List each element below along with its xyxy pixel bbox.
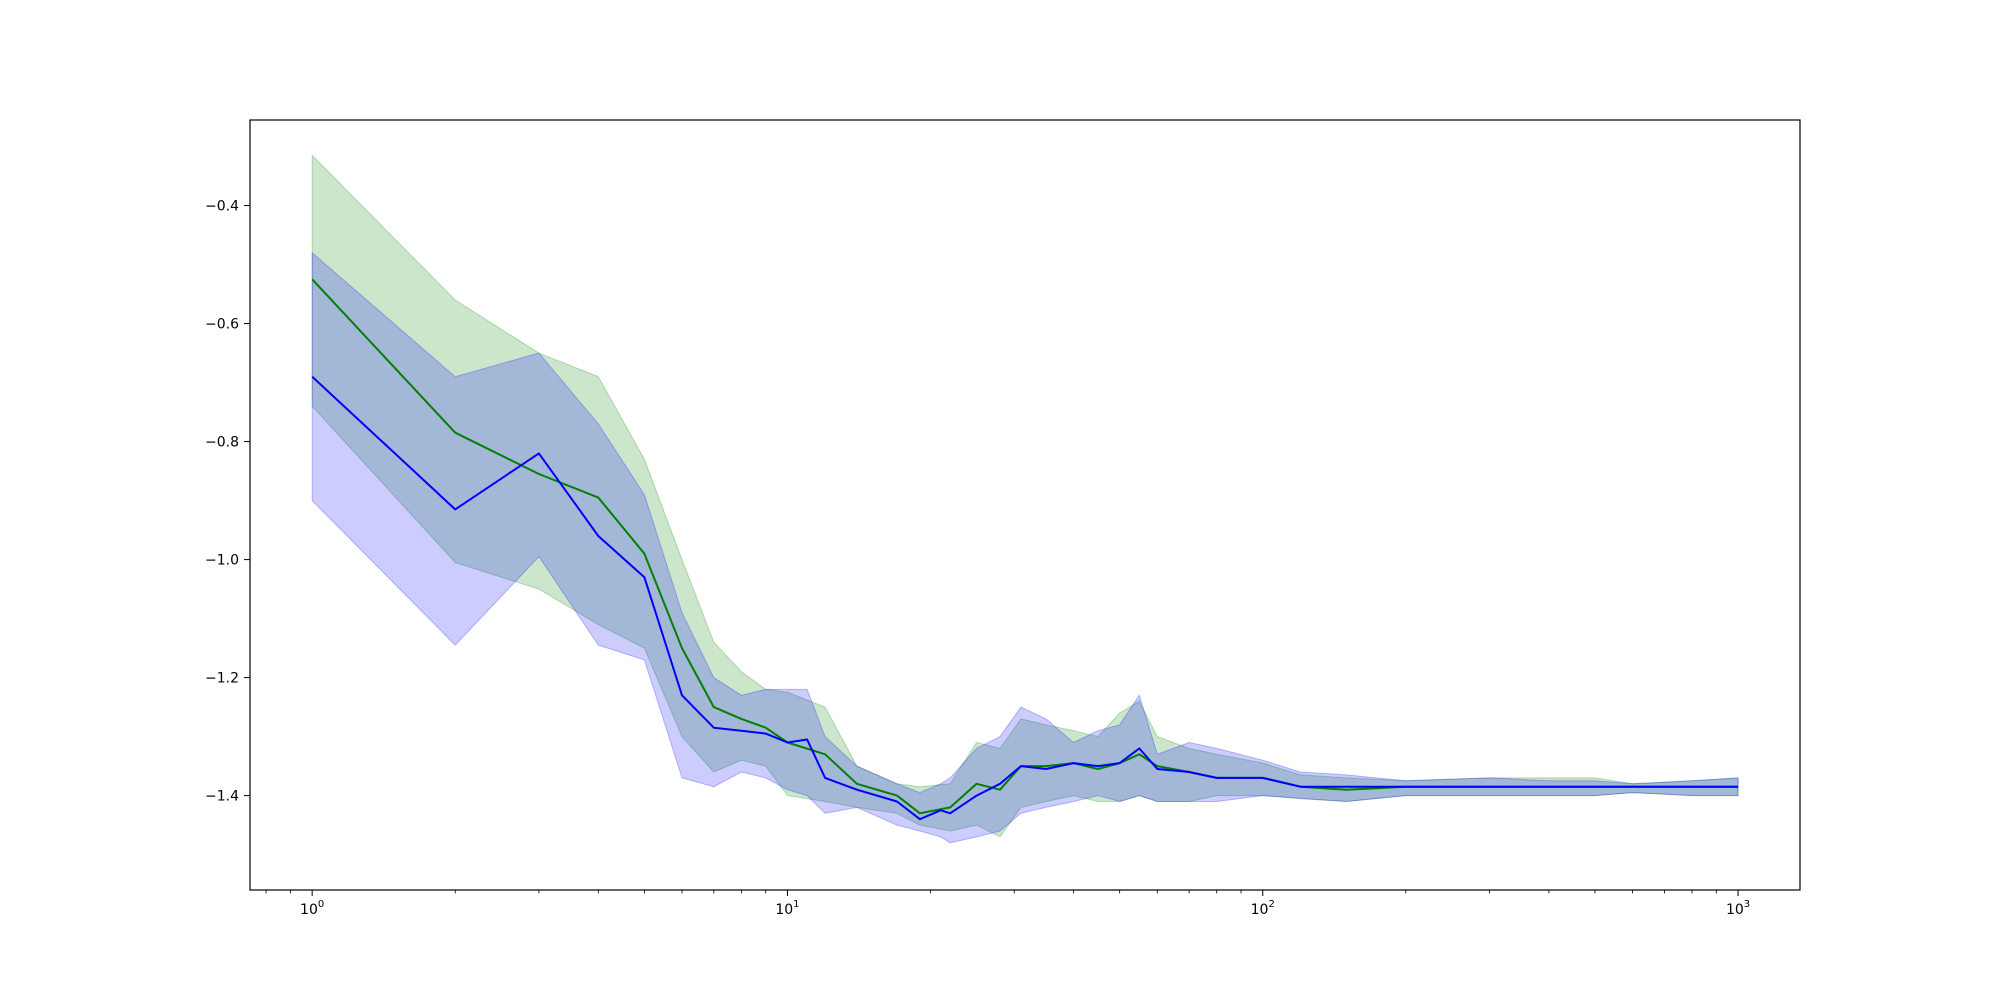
series-lines [311,278,1739,821]
y-tick-label: −1.0 [205,553,239,569]
y-tick-label: −0.4 [205,199,239,215]
y-axis: −0.4 −0.6 −0.8 −1.0 −1.2 −1.4 [205,199,250,805]
confidence-bands [311,154,1739,844]
y-tick-label: −0.8 [205,435,239,451]
plot-area-frame [249,119,1801,891]
y-tick-label: −1.4 [205,789,239,805]
x-axis: 100 101 102 103 [265,890,1750,918]
series-1-band [311,154,1739,838]
x-tick-label: 102 [1251,899,1275,918]
x-tick-label: 100 [300,899,324,918]
y-tick-label: −0.6 [205,317,239,333]
x-tick-label: 101 [775,899,799,918]
series-2-line [311,375,1739,821]
y-tick-label: −1.2 [205,671,239,687]
series-2-band [311,251,1739,844]
x-tick-label: 103 [1726,899,1750,918]
